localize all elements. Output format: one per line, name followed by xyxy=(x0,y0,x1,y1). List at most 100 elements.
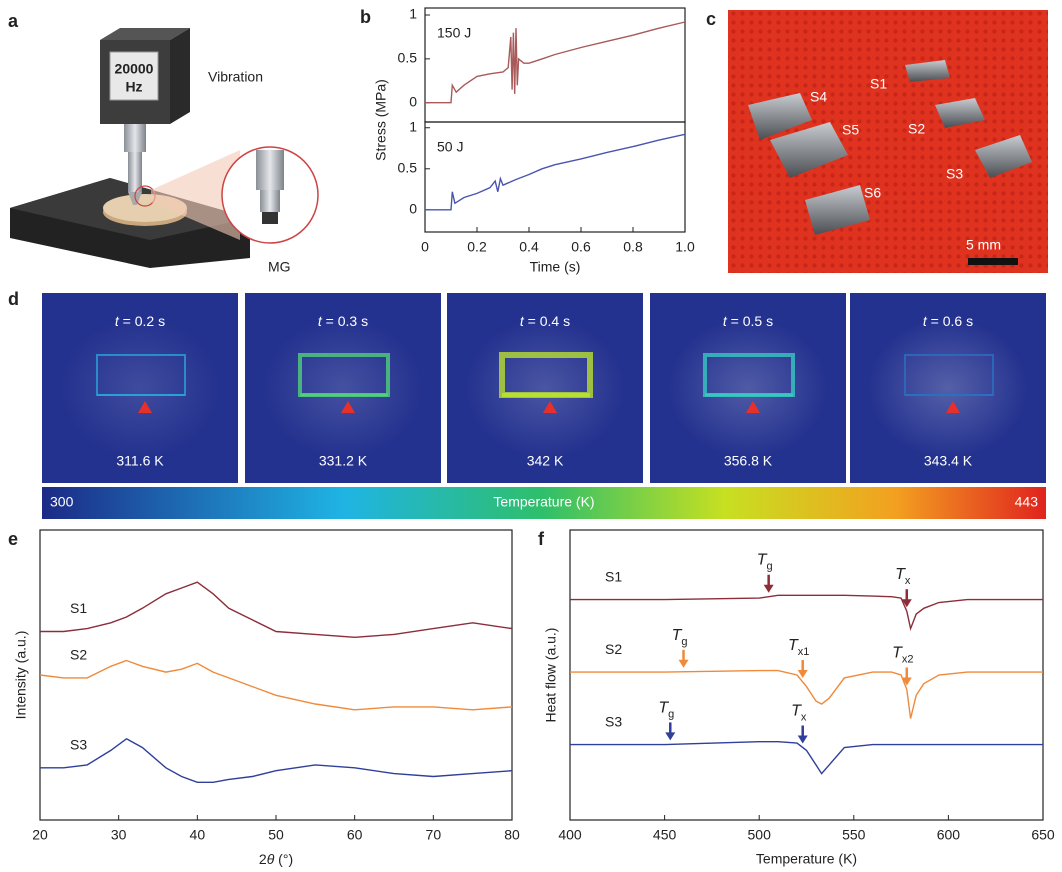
x-tick-label: 0.6 xyxy=(571,239,591,255)
setup-illustration: 20000 Hz Vibration MG xyxy=(10,28,318,275)
x-tick-label: 450 xyxy=(653,827,677,843)
annotation-subscript: x xyxy=(801,711,807,723)
series-label: S1 xyxy=(70,600,87,616)
x-tick-label: 0 xyxy=(421,239,429,255)
x-tick-label: 70 xyxy=(426,827,442,843)
frequency-display: 20000 xyxy=(115,61,154,77)
axis-label: Heat flow (a.u.) xyxy=(543,628,559,723)
annotation-label: Tx xyxy=(791,703,807,724)
x-tick-label: 50 xyxy=(268,827,284,843)
y-tick-label: 1 xyxy=(409,6,417,22)
annotation-arrowhead xyxy=(679,660,689,668)
colorbar-min: 300 xyxy=(50,494,74,510)
annotation-subscript: x xyxy=(905,575,911,587)
x-tick-label: 80 xyxy=(504,827,520,843)
data-line xyxy=(40,582,512,637)
annotation-subscript: x2 xyxy=(902,653,914,665)
x-tick-label: 30 xyxy=(111,827,127,843)
sample-label: S1 xyxy=(870,76,887,92)
x-tick-label: 20 xyxy=(32,827,48,843)
annotation: 50 J xyxy=(437,139,463,155)
series-label: S2 xyxy=(70,647,87,663)
annotation-label: Tg xyxy=(672,627,688,648)
x-tick-label: 40 xyxy=(190,827,206,843)
annotation-subscript: g xyxy=(681,636,687,648)
y-tick-label: 0 xyxy=(409,93,417,109)
axes-frame xyxy=(570,530,1043,820)
y-tick-label: 1 xyxy=(409,118,417,134)
thermal-glow xyxy=(668,318,828,458)
time-value: = 0.3 s xyxy=(322,313,368,329)
colorbar-label: Temperature (K) xyxy=(493,494,594,510)
data-line xyxy=(570,595,1043,628)
sample-label: S2 xyxy=(908,121,925,137)
annotation-subscript: g xyxy=(668,708,674,720)
x-tick-label: 650 xyxy=(1031,827,1055,843)
temperature-label: 343.4 K xyxy=(924,453,973,469)
temperature-label: 342 K xyxy=(527,453,564,469)
time-label: t = 0.6 s xyxy=(923,313,973,329)
data-line xyxy=(570,671,1043,719)
x-tick-label: 0.8 xyxy=(623,239,643,255)
series-label: S1 xyxy=(605,568,622,584)
series-label: S3 xyxy=(70,737,87,753)
series-label: S3 xyxy=(605,713,622,729)
time-value: = 0.6 s xyxy=(927,313,973,329)
panel-label: a xyxy=(8,11,19,31)
annotation-label: Tx1 xyxy=(788,637,809,658)
y-tick-label: 0.5 xyxy=(398,50,418,66)
y-tick-label: 0.5 xyxy=(398,159,418,175)
x-tick-label: 0.2 xyxy=(467,239,487,255)
time-label: t = 0.2 s xyxy=(115,313,165,329)
thermal-glow xyxy=(263,318,423,458)
time-value: = 0.5 s xyxy=(727,313,773,329)
data-line xyxy=(425,134,685,210)
thermal-glow xyxy=(465,318,625,458)
axis-label: Temperature (K) xyxy=(756,851,857,867)
x-tick-label: 1.0 xyxy=(675,239,695,255)
axis-label: Stress (MPa) xyxy=(373,79,389,161)
annotation-arrowhead xyxy=(798,736,808,744)
x-tick-label: 550 xyxy=(842,827,866,843)
annotation-subscript: x1 xyxy=(798,646,810,658)
figure: a b c d e f 20000 Hz Vibration MG xyxy=(0,0,1062,872)
annotation-arrowhead xyxy=(764,585,774,593)
sample-label: MG xyxy=(268,259,291,275)
sample-photo: S1 S2 S3 S4 S5 S6 5 mm xyxy=(728,10,1048,273)
axis-label: 2θ (°) xyxy=(259,851,293,867)
page: a b c d e f 20000 Hz Vibration MG xyxy=(0,0,1062,872)
scale-bar-label: 5 mm xyxy=(966,237,1001,253)
data-line xyxy=(40,739,512,783)
sample-label: S6 xyxy=(864,185,881,201)
sample-label: S5 xyxy=(842,122,859,138)
panel-label: b xyxy=(360,7,371,27)
time-label: t = 0.5 s xyxy=(723,313,773,329)
panel-label: e xyxy=(8,529,18,549)
axis-label-part: (°) xyxy=(274,851,293,867)
data-line xyxy=(40,661,512,710)
annotation-label: Tx xyxy=(895,566,911,587)
annotation-subscript: g xyxy=(766,561,772,573)
axis-label: Time (s) xyxy=(530,259,581,275)
temperature-label: 331.2 K xyxy=(319,453,368,469)
temperature-label: 311.6 K xyxy=(116,453,164,469)
time-value: = 0.2 s xyxy=(119,313,165,329)
thermal-glow xyxy=(60,318,220,458)
scale-bar xyxy=(968,258,1018,265)
panel-label: d xyxy=(8,289,19,309)
x-tick-label: 60 xyxy=(347,827,363,843)
panel-label: c xyxy=(706,9,716,29)
annotation-arrowhead xyxy=(665,732,675,740)
data-line xyxy=(570,742,1043,774)
y-tick-label: 0 xyxy=(409,201,417,217)
frequency-unit: Hz xyxy=(125,79,142,95)
series-label: S2 xyxy=(605,641,622,657)
thermal-glow xyxy=(868,318,1028,458)
axis-label: Intensity (a.u.) xyxy=(13,631,29,720)
annotation-label: Tg xyxy=(658,700,674,721)
temperature-label: 356.8 K xyxy=(724,453,773,469)
annotation-label: Tx2 xyxy=(892,645,913,666)
annotation-label: Tg xyxy=(757,552,773,573)
vibration-label: Vibration xyxy=(208,69,263,85)
